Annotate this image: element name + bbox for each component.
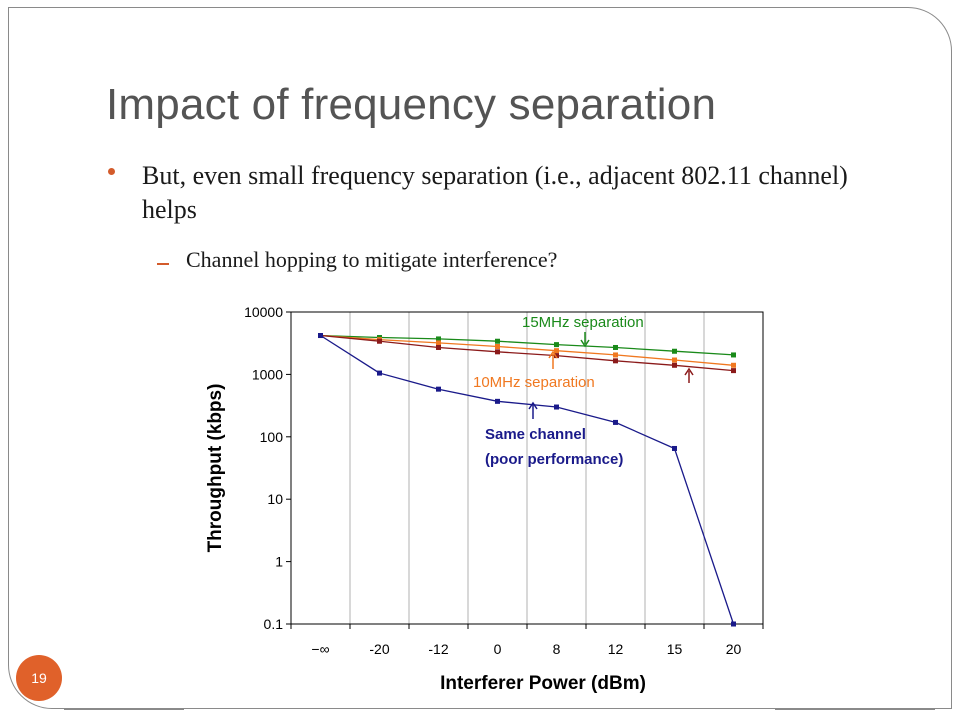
y-tick-label: 1000 xyxy=(252,366,283,382)
x-tick-label: −∞ xyxy=(311,641,329,657)
data-point-10mhz_dark xyxy=(672,362,677,368)
data-point-10mhz_orange xyxy=(613,352,618,358)
y-tick-label: 1 xyxy=(275,554,283,570)
data-point-10mhz_orange xyxy=(731,362,736,368)
data-point-10mhz_dark xyxy=(495,349,500,355)
y-axis-label: Throughput (kbps) xyxy=(205,384,226,553)
sub-bullet-text: Channel hopping to mitigate interference… xyxy=(186,247,558,272)
chart-container: 10000 1000 100 10 1 0.1 −∞ -20 -12 0 8 12 15 20 15MH… xyxy=(195,295,775,695)
arrow-10mhz-orange-icon xyxy=(548,350,558,369)
series-line-same xyxy=(320,334,735,625)
sub-bullet-dash xyxy=(157,263,169,265)
data-point-15mhz xyxy=(731,352,736,358)
y-tick-label: 10 xyxy=(267,491,283,507)
data-point-same xyxy=(731,621,736,627)
annotation-15mhz: 15MHz separation xyxy=(522,314,644,331)
x-axis-label: Interferer Power (dBm) xyxy=(440,673,646,694)
arrow-10mhz-dark-icon xyxy=(684,367,694,383)
slide-title: Impact of frequency separation xyxy=(106,80,717,129)
data-point-15mhz xyxy=(613,344,618,350)
data-point-10mhz_orange xyxy=(554,348,559,354)
chart-gridlines xyxy=(349,312,705,624)
data-point-same xyxy=(613,419,618,425)
data-point-10mhz_orange xyxy=(495,343,500,349)
data-point-15mhz xyxy=(436,336,441,342)
data-point-same xyxy=(436,386,441,392)
data-point-10mhz_orange xyxy=(672,357,677,363)
data-point-10mhz_dark xyxy=(731,368,736,374)
bottom-rule-right xyxy=(775,708,935,710)
data-point-10mhz_dark xyxy=(554,353,559,359)
throughput-chart: 10000 1000 100 10 1 0.1 −∞ -20 -12 0 8 12 15 20 15MH… xyxy=(205,304,764,694)
x-tick-label: 20 xyxy=(726,641,742,657)
x-tick-label: 0 xyxy=(494,641,502,657)
data-point-10mhz_dark xyxy=(436,344,441,350)
series-line-10mhz_orange xyxy=(320,334,734,366)
data-point-15mhz xyxy=(495,338,500,344)
series-line-15mhz xyxy=(320,334,734,356)
bottom-rule-left xyxy=(64,708,184,710)
y-axis-ticks: 10000 1000 100 10 1 0.1 xyxy=(244,304,291,632)
arrow-15mhz-icon xyxy=(580,332,590,348)
y-tick-label: 100 xyxy=(260,429,284,445)
annotation-same-line1: Same channel xyxy=(485,426,586,443)
x-tick-label: 12 xyxy=(608,641,624,657)
data-point-same xyxy=(672,445,677,451)
bullet-marker xyxy=(108,168,115,175)
data-point-same xyxy=(377,370,382,376)
annotation-same-line2: (poor performance) xyxy=(485,451,623,468)
chart-series xyxy=(318,333,736,627)
x-tick-label: -12 xyxy=(428,641,448,657)
data-point-same xyxy=(554,404,559,410)
x-tick-label: -20 xyxy=(369,641,389,657)
data-point-15mhz xyxy=(672,348,677,354)
data-point-10mhz_dark xyxy=(613,358,618,364)
x-axis-ticks: −∞ -20 -12 0 8 12 15 20 xyxy=(290,624,764,657)
x-tick-label: 15 xyxy=(667,641,683,657)
arrow-same-channel-icon xyxy=(528,401,538,419)
annotation-10mhz: 10MHz separation xyxy=(473,374,595,391)
page-number-badge: 19 xyxy=(16,655,62,701)
data-point-10mhz_orange xyxy=(436,340,441,346)
series-line-10mhz_dark xyxy=(320,334,734,372)
data-point-15mhz xyxy=(554,342,559,348)
data-point-10mhz_dark xyxy=(377,338,382,344)
x-tick-label: 8 xyxy=(553,641,561,657)
y-tick-label: 10000 xyxy=(244,304,283,320)
y-tick-label: 0.1 xyxy=(264,616,284,632)
data-point-same xyxy=(318,333,323,339)
chart-annotations: 15MHz separation 10MHz separation Same c… xyxy=(473,314,694,468)
bullet-text: But, even small frequency separation (i.… xyxy=(142,161,848,224)
data-point-same xyxy=(495,398,500,404)
